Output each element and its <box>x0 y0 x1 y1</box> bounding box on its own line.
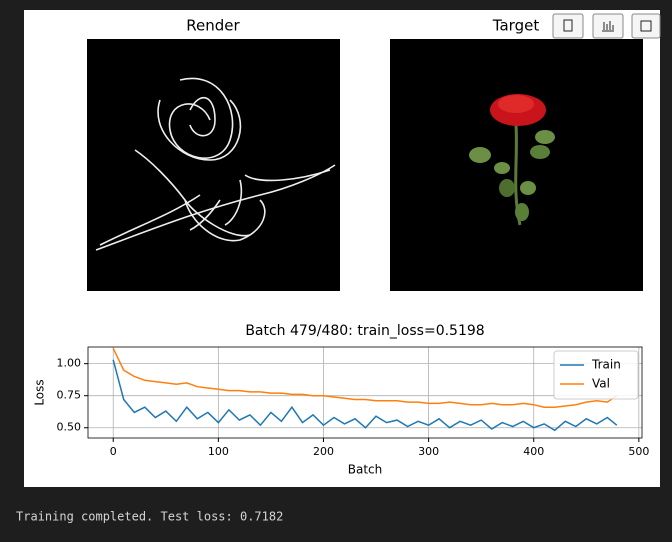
chart-button[interactable] <box>592 13 624 39</box>
save-button[interactable] <box>631 13 661 39</box>
plot-frame <box>87 346 643 439</box>
x-tick-label: 300 <box>418 445 439 458</box>
render-image <box>87 39 340 291</box>
series-line <box>112 359 618 432</box>
render-title: Render <box>186 17 240 35</box>
toolbar <box>552 13 661 39</box>
x-tick-label: 400 <box>523 445 544 458</box>
x-tick-label: 0 <box>110 445 117 458</box>
x-tick-label: 500 <box>628 445 649 458</box>
target-image <box>390 39 643 291</box>
series-line <box>112 347 618 408</box>
chart-title: Batch 479/480: train_loss=0.5198 <box>245 323 484 339</box>
target-title: Target <box>492 17 540 35</box>
y-tick-label: 0.50 <box>57 421 82 434</box>
legend-label: Train <box>591 358 621 372</box>
x-tick-label: 100 <box>208 445 229 458</box>
y-tick-label: 1.00 <box>57 357 82 370</box>
console-output: Training completed. Test loss: 0.7182 <box>16 510 283 524</box>
legend-label: Val <box>592 377 610 391</box>
x-tick-label: 200 <box>313 445 334 458</box>
loss-chart: Batch 479/480: train_loss=0.5198 0 100 200 3… <box>33 323 650 477</box>
y-tick-label: 0.75 <box>57 389 82 402</box>
copy-button[interactable] <box>552 13 584 39</box>
legend-box <box>553 350 639 400</box>
x-axis-label: Batch <box>348 463 383 477</box>
y-axis-label: Loss <box>33 379 47 405</box>
